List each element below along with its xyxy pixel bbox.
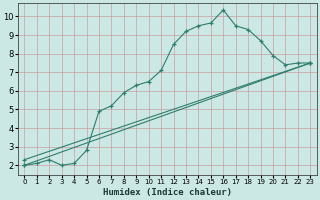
X-axis label: Humidex (Indice chaleur): Humidex (Indice chaleur)	[103, 188, 232, 197]
